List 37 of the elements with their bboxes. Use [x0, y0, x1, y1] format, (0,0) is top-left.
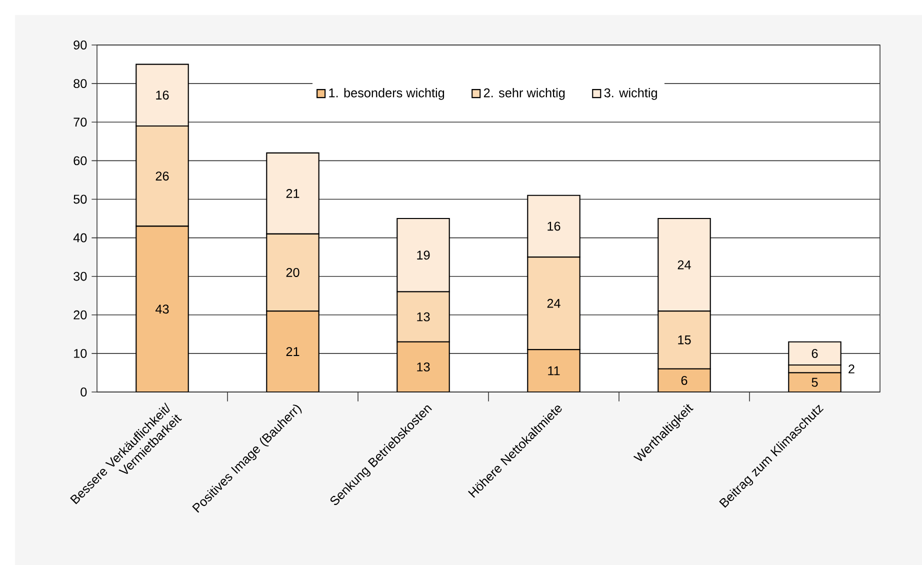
bar — [527, 349, 580, 392]
legend-label: 3. wichtig — [604, 88, 657, 100]
y-tick-label: 90 — [74, 40, 87, 50]
data-label: 26 — [156, 172, 169, 181]
data-label: 11 — [548, 366, 560, 376]
y-tick-label: 30 — [74, 272, 87, 281]
data-label: 24 — [678, 260, 691, 270]
data-label: 24 — [547, 298, 560, 308]
bar — [396, 341, 450, 392]
y-tick-label: 0 — [80, 388, 87, 396]
legend-label: 2. sehr wichtig — [484, 88, 565, 100]
data-label: 19 — [417, 250, 430, 260]
data-label: 16 — [548, 222, 560, 231]
y-tick-label: 70 — [74, 118, 87, 127]
data-label: 43 — [156, 304, 169, 314]
bar — [136, 226, 189, 392]
data-label: 5 — [812, 378, 818, 387]
bar — [266, 310, 320, 392]
y-tick-label: 60 — [74, 156, 87, 166]
bar — [658, 368, 711, 392]
data-label: 13 — [417, 362, 430, 372]
data-label: 6 — [681, 376, 688, 385]
y-tick-label: 80 — [74, 79, 87, 88]
data-label: 21 — [286, 189, 300, 198]
data-label: 15 — [678, 336, 691, 344]
y-tick-label: 40 — [73, 233, 87, 242]
data-label: 13 — [417, 312, 430, 322]
y-tick-label: 50 — [74, 194, 87, 204]
data-label: 20 — [286, 268, 300, 277]
legend-label: 1. besonders wichtig — [329, 88, 444, 100]
bar — [788, 372, 842, 392]
y-tick-label: 10 — [74, 348, 87, 358]
data-label: 21 — [286, 347, 300, 356]
data-label: 2 — [848, 364, 854, 374]
y-tick-label: 20 — [74, 310, 87, 320]
data-label: 16 — [156, 90, 169, 100]
data-label: 6 — [812, 348, 818, 358]
